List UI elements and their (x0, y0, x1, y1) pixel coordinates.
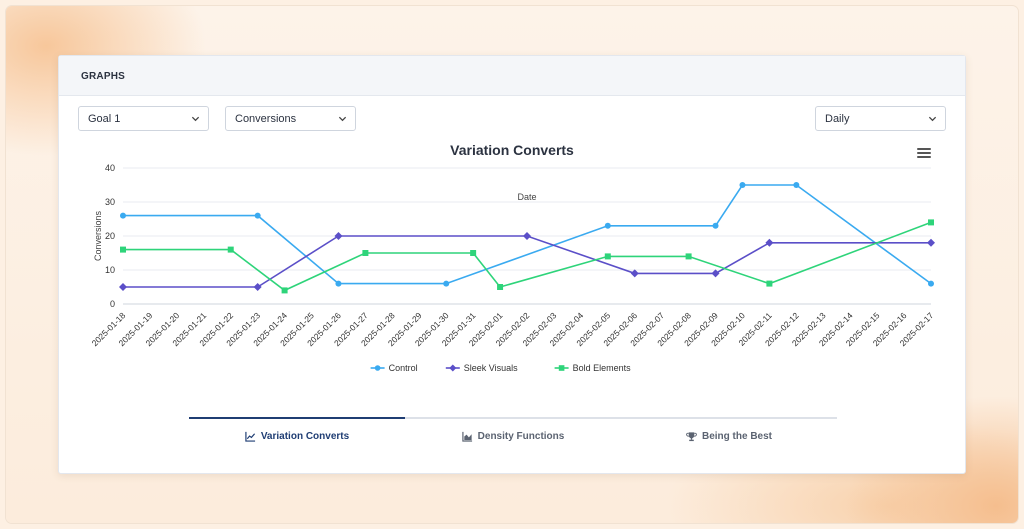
active-tab-indicator (189, 417, 405, 419)
legend-marker (449, 364, 457, 372)
interval-select[interactable]: Daily (815, 106, 946, 131)
tab-density-functions[interactable]: Density Functions (405, 428, 621, 444)
data-point (765, 238, 774, 247)
data-point (711, 269, 720, 278)
data-point (335, 280, 342, 287)
card-header: GRAPHS (59, 56, 965, 96)
area-chart-icon (461, 431, 472, 442)
data-point (470, 250, 477, 256)
chart-title: Variation Converts (450, 142, 574, 158)
y-tick-label: 10 (105, 265, 115, 275)
tab-label: Being the Best (701, 430, 772, 442)
y-tick-label: 40 (105, 163, 115, 173)
goal-select-value: Goal 1 (88, 113, 121, 125)
data-point (604, 253, 611, 260)
legend-label: Bold Elements (573, 363, 632, 373)
data-point (685, 253, 692, 260)
series-line (123, 235, 931, 288)
data-point (334, 232, 343, 240)
data-point (766, 280, 773, 287)
interval-select-value: Daily (825, 113, 850, 125)
metric-select-value: Conversions (235, 113, 297, 125)
tab-label: Variation Converts (260, 430, 350, 442)
data-point (362, 250, 369, 256)
y-tick-label: 20 (105, 231, 115, 241)
metric-select[interactable]: Conversions (225, 106, 356, 131)
tab-being-the-best[interactable]: Being the Best (621, 428, 837, 444)
data-point (523, 232, 531, 240)
line-chart: Variation Converts 0 10 20 30 40 Conversions Da… (90, 142, 936, 373)
data-point (120, 246, 126, 253)
legend-label: Sleek Visuals (464, 363, 518, 373)
data-point (253, 283, 262, 291)
data-point (928, 280, 934, 287)
data-point (739, 182, 746, 188)
y-axis-label: Conversions (93, 210, 103, 261)
data-point (254, 212, 261, 219)
data-point (281, 287, 288, 294)
tab-variation-converts[interactable]: Variation Converts (189, 428, 405, 444)
graphs-card: GRAPHS Goal 1 Conversions Daily Variatio… (58, 55, 966, 474)
data-point (630, 269, 639, 278)
goal-select[interactable]: Goal 1 (78, 106, 209, 131)
hamburger-menu-icon[interactable] (917, 148, 931, 160)
data-point (927, 238, 935, 247)
data-point (443, 280, 450, 287)
data-point (928, 219, 934, 226)
line-chart-icon (245, 431, 255, 442)
chevron-down-icon (191, 116, 200, 122)
data-point (120, 212, 126, 219)
chevron-down-icon (338, 116, 347, 122)
chevron-down-icon (928, 116, 937, 122)
card-title: GRAPHS (81, 71, 125, 82)
y-tick-label: 30 (105, 197, 115, 207)
tabs-track (189, 417, 837, 419)
trophy-icon (686, 431, 697, 441)
data-point (227, 246, 234, 253)
tab-label: Density Functions (477, 430, 565, 442)
data-point (604, 222, 611, 229)
x-axis-label: Date (517, 192, 536, 202)
series-line (123, 221, 932, 292)
data-point (793, 182, 800, 188)
legend-label: Control (389, 363, 418, 373)
data-point (119, 283, 127, 291)
legend-marker (558, 365, 565, 371)
data-point (712, 222, 719, 229)
legend-marker (374, 365, 381, 371)
data-point (497, 284, 504, 290)
y-tick-label: 0 (110, 299, 115, 309)
